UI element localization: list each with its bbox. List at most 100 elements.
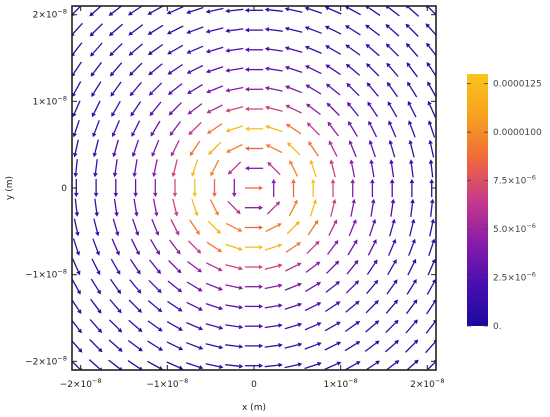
vector-arrow [172,178,178,198]
vector-arrow [225,28,244,33]
vector-arrow [244,8,264,13]
vector-arrow [387,101,398,118]
vector-arrow [186,322,204,331]
vector-arrow [225,222,243,232]
vector-arrow [208,141,222,155]
vector-arrow [186,64,204,74]
vector-arrow [152,198,159,217]
vector-arrow [304,45,322,54]
vector-arrow [210,159,220,177]
vector-arrow [72,298,82,314]
vector-arrow [368,139,376,158]
vector-arrow [191,159,199,177]
vector-arrow [324,25,342,35]
vector-arrow [285,85,303,94]
vector-arrow [225,67,244,73]
vector-arrow [366,279,379,295]
vector-arrow [133,198,139,217]
vector-arrow [428,139,435,158]
vector-arrow [227,200,241,215]
vector-arrow [408,120,416,138]
vector-arrow [111,238,120,256]
vector-arrow [72,278,81,295]
vector-arrow [207,123,223,134]
vector-arrow [366,82,379,97]
vector-arrow [344,361,361,370]
vector-arrow [205,282,223,291]
vector-arrow [244,284,264,289]
vector-arrow [112,159,118,178]
vector-arrow [109,299,122,314]
vector-arrow [408,238,416,256]
vector-arrow [426,299,436,315]
vector-arrow [225,284,244,290]
vector-arrow [244,126,264,132]
vector-arrow [325,45,342,55]
vector-arrow [72,81,82,98]
vector-arrow [365,320,380,333]
vector-arrow [406,359,419,370]
vector-arrow [212,178,217,198]
vector-arrow [171,159,178,178]
y-tick-label: 2×10−8 [33,8,67,21]
vector-arrow [129,279,142,294]
vector-arrow [127,360,143,370]
colorbar-tick-label: 0.0000100 [493,128,542,138]
vector-arrow [244,323,264,329]
x-tick-label: 2×10−8 [410,377,444,390]
vector-arrow [405,339,419,353]
vector-arrow [205,323,224,330]
vector-arrow [128,319,143,333]
vector-arrow [325,301,341,313]
vector-arrow [409,159,414,178]
vector-arrow [207,220,221,234]
vector-arrow [167,44,184,55]
vector-arrow [186,45,204,54]
x-axis-label: x (m) [242,403,266,413]
vector-arrow [428,238,436,257]
vector-arrow [148,82,163,96]
vector-arrow [244,146,264,151]
vector-arrow [304,322,322,331]
vector-arrow [327,121,339,137]
vector-arrow [409,218,416,237]
vector-arrow [345,63,361,76]
vector-arrow [284,322,303,330]
vector-arrow [148,279,162,294]
vector-arrow [326,260,340,274]
vector-arrow [186,6,204,15]
vector-arrow [264,27,283,32]
vector-arrow [344,341,361,352]
vector-arrow [409,178,415,198]
vector-arrow [94,198,99,217]
vector-arrow [264,343,283,348]
vector-arrow [350,198,356,217]
vector-arrow [72,238,81,256]
vector-arrow [232,178,237,198]
vector-arrow [244,244,264,250]
vector-arrow [130,238,140,256]
vector-arrow [206,104,223,114]
vector-arrow [225,86,244,93]
vector-arrow [385,43,400,57]
vector-arrow [225,324,244,330]
vector-arrow [325,83,341,96]
vector-arrow [369,159,375,178]
vector-arrow [93,159,98,178]
vector-arrow [386,81,399,98]
vector-arrow [225,363,244,369]
vector-arrow [264,283,283,290]
vector-arrow [151,139,160,157]
vector-arrow [324,341,342,351]
vector-arrow [427,258,436,276]
vector-arrow [110,81,122,97]
vector-arrow [264,66,283,72]
vector-arrow [287,142,301,156]
vector-arrow [186,342,204,350]
vector-arrow [285,262,302,272]
vector-arrow [205,363,224,369]
x-tick-label: 1×10−8 [324,377,358,390]
vector-arrow [129,81,142,97]
vector-arrow [166,25,184,35]
vector-arrow [385,299,399,314]
